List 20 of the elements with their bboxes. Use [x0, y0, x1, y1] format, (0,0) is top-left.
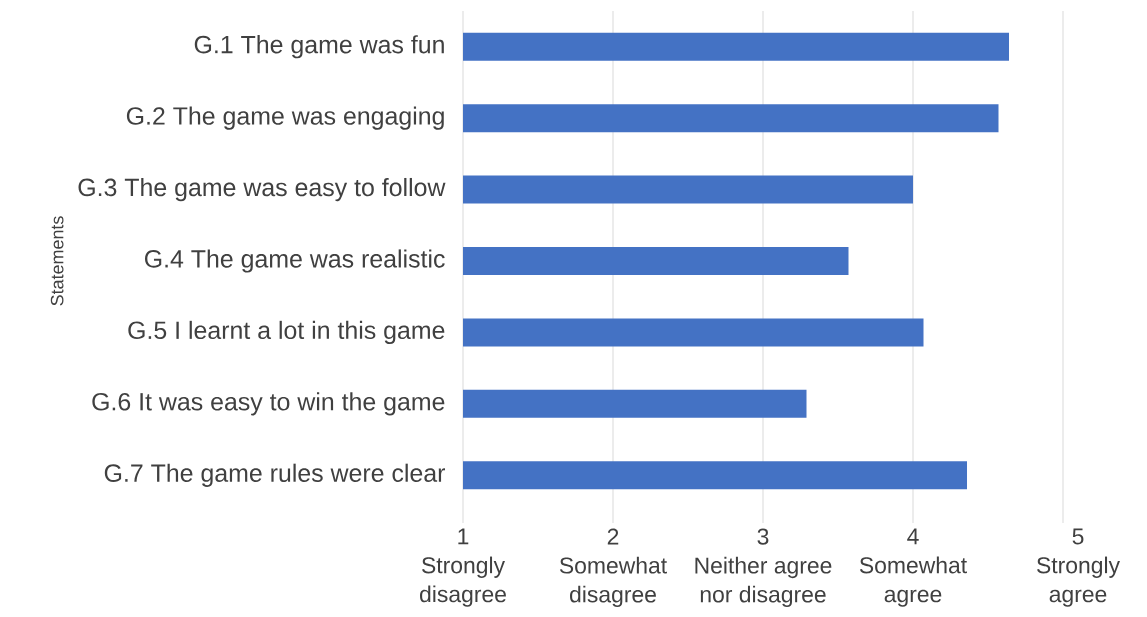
bar	[463, 175, 914, 204]
bar	[463, 32, 1009, 61]
y-tick-label: G.7 The game rules were clear	[104, 463, 446, 487]
x-tick-label: 5 Strongly agree	[1037, 528, 1120, 607]
y-tick-label: G.3 The game was easy to follow	[78, 177, 446, 202]
bar	[463, 247, 849, 275]
bar	[463, 318, 924, 347]
y-tick-label: G.4 The game was realistic	[144, 249, 445, 273]
y-tick-label: G.6 It was easy to win the game	[92, 392, 445, 416]
bar	[463, 389, 807, 418]
y-tick-label: G.2 The game was engaging	[126, 106, 444, 130]
x-tick-label: 1 Strongly disagree	[420, 528, 506, 607]
x-tick-label: 3 Neither agree nor disagree	[695, 528, 832, 608]
bar	[463, 461, 968, 490]
bar	[463, 104, 999, 133]
x-tick-label: 4 Somewhat agree	[859, 528, 967, 607]
x-tick-label: 2 Somewhat disagree	[559, 528, 667, 608]
y-tick-label: G.1 The game was fun	[194, 35, 444, 59]
y-axis-title: Statements	[50, 216, 64, 306]
y-tick-label: G.5 I learnt a lot in this game	[128, 320, 445, 345]
